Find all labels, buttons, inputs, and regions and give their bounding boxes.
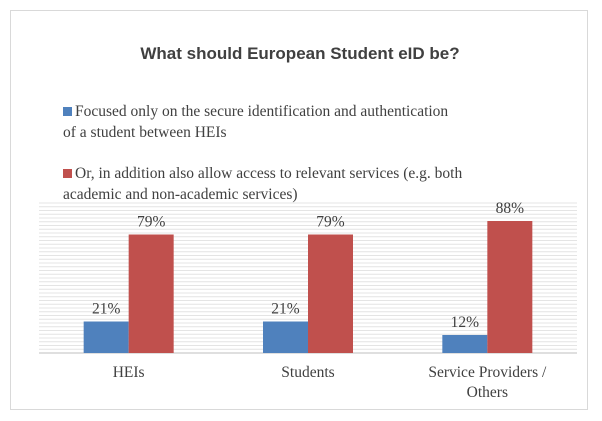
legend-swatch-series-1 [63,107,72,116]
x-tick-label-3-line-2: Others [467,384,508,401]
bar-series-2-1 [128,234,174,353]
bar-series-2-2 [308,234,353,353]
legend-label-series-1-line-1: Focused only on the secure identificatio… [75,103,449,120]
x-tick-label-1: HEIs [113,364,145,381]
data-label-series-1-2: 21% [271,301,300,318]
chart-plot: 21% 79% HEIs 21% 79% Students 12% 88% Service Pr… [39,200,577,401]
legend-item-series-2: Or, in addition also allow access to rel… [63,163,583,205]
bar-series-1-1 [83,321,129,353]
data-label-series-2-2: 79% [316,214,345,231]
bar-series-1-3 [442,335,488,353]
data-label-series-2-3: 88% [496,200,525,217]
legend-swatch-series-2 [63,169,72,178]
data-label-series-1-3: 12% [451,314,480,331]
legend-item-series-1: Focused only on the secure identificatio… [63,101,583,143]
chart-frame: What should European Student eID be? Foc… [10,10,588,410]
legend-label-series-2-line-1: Or, in addition also allow access to rel… [75,165,463,182]
data-label-series-2-1: 79% [137,214,166,231]
legend-label-series-2-line-2: academic and non-academic services) [63,186,298,203]
bar-series-1-2 [263,321,308,353]
chart-title: What should European Student eID be? [140,44,460,63]
x-tick-label-2: Students [281,364,334,381]
x-tick-label-3-line-1: Service Providers / [428,364,547,381]
legend-label-series-1-line-2: of a student between HEIs [63,124,227,141]
bar-series-2-3 [487,221,533,353]
data-label-series-1-1: 21% [92,301,121,318]
